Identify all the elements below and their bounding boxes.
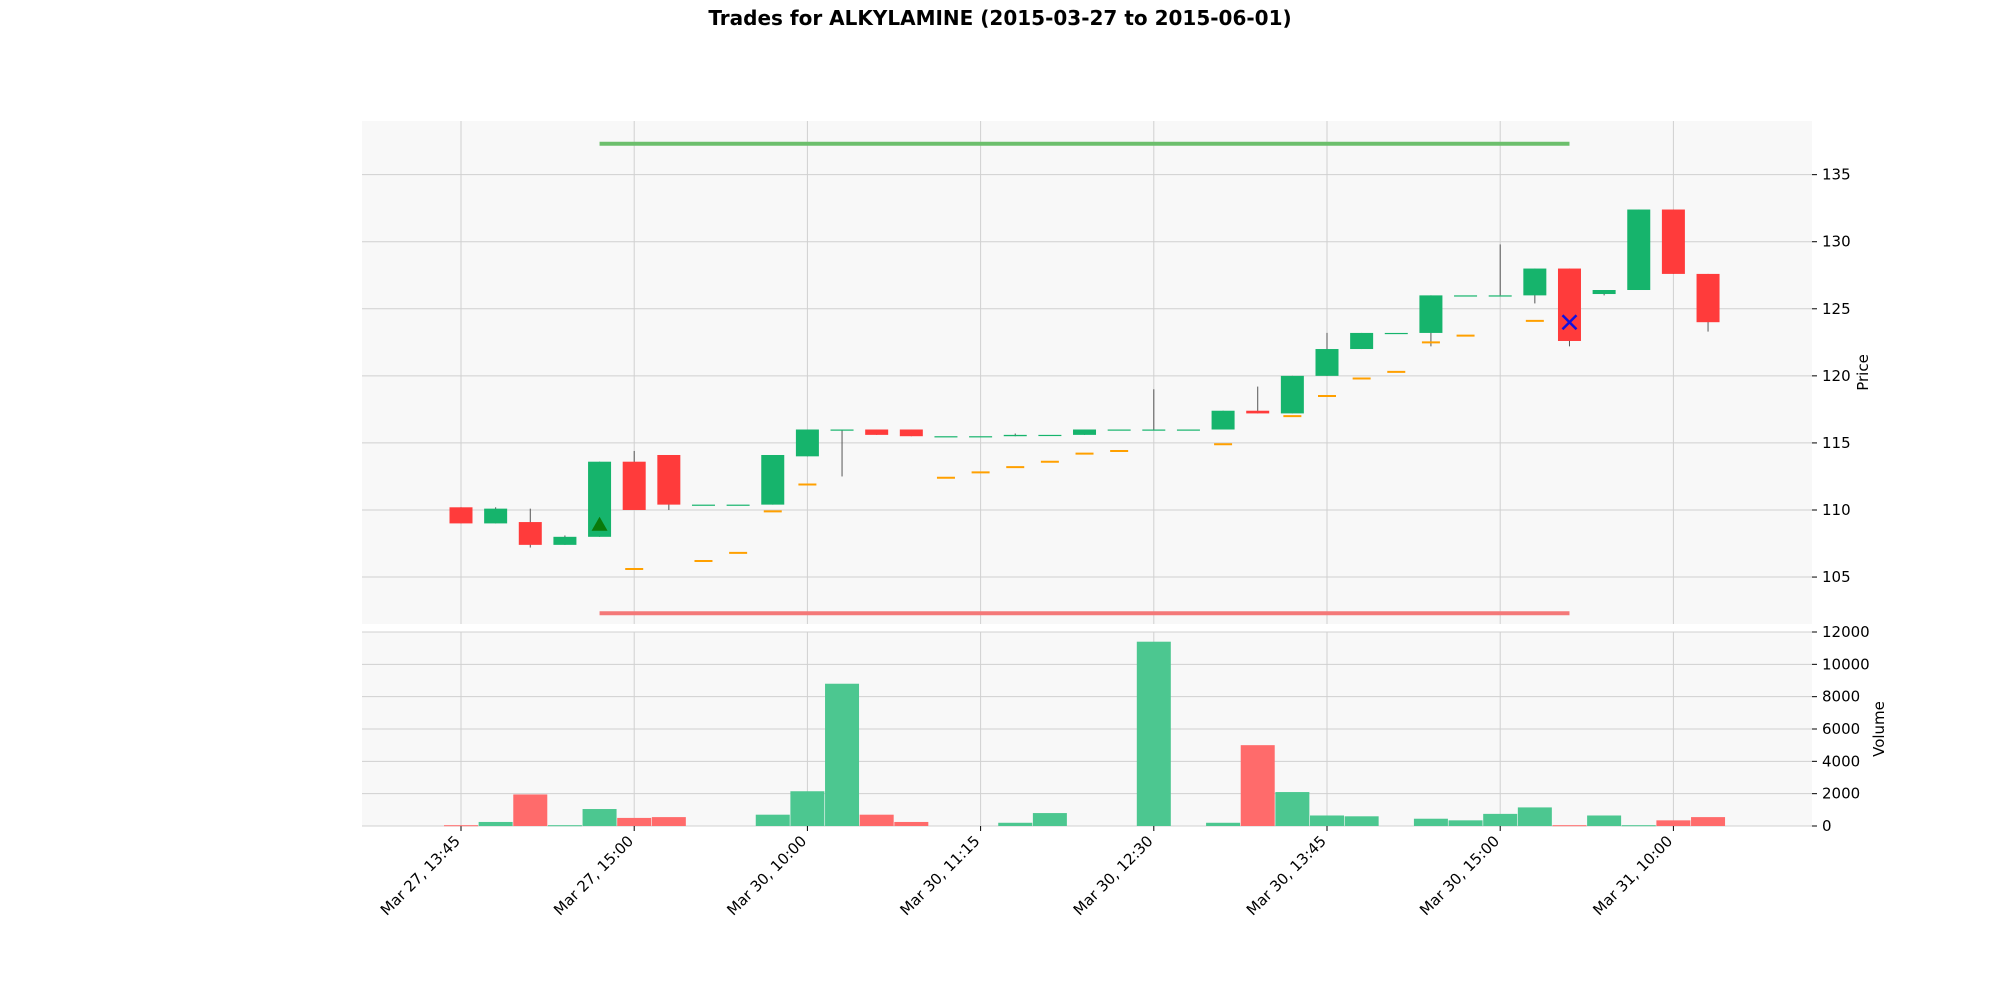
x-tick-label: Mar 27, 15:00 <box>550 832 637 919</box>
volume-bar <box>1310 815 1344 826</box>
candle-body-up <box>795 429 819 457</box>
candle-body-down <box>1661 209 1685 274</box>
candle-body-up <box>553 536 577 545</box>
volume-bar <box>651 817 686 826</box>
x-tick-label: Mar 30, 15:00 <box>1416 832 1503 919</box>
candle-body-down <box>449 507 473 524</box>
volume-bar <box>1656 820 1691 826</box>
volume-y-tick-label: 2000 <box>1822 785 1860 803</box>
exit-marker-stroke <box>1561 314 1578 331</box>
volume-bar <box>547 825 582 827</box>
candle-body-up <box>1280 375 1304 414</box>
candle-body-up <box>761 454 785 505</box>
candle-body-up <box>588 461 612 537</box>
x-tick-label: Mar 31, 10:00 <box>1589 832 1676 919</box>
candle-body-up <box>1176 429 1200 431</box>
candle-body-up <box>830 429 854 431</box>
candle-body-down <box>657 454 681 505</box>
price-axis-label: Price <box>1854 354 1872 391</box>
candle-body-up <box>969 436 993 438</box>
candle-body-up <box>1315 349 1339 376</box>
price-y-tick-label: 110 <box>1822 501 1851 519</box>
volume-bar <box>1136 641 1171 826</box>
volume-bar <box>1483 813 1518 826</box>
candle-body-down <box>899 429 923 437</box>
volume-y-tick-label: 0 <box>1822 817 1832 835</box>
volume-bar <box>1275 792 1310 826</box>
volume-bar <box>1621 825 1656 827</box>
candle-body-up <box>1211 410 1235 430</box>
x-tick-label: Mar 30, 12:30 <box>1070 832 1157 919</box>
price-panel-background <box>362 121 1812 624</box>
candle-body-up <box>1523 268 1547 296</box>
volume-axis-label: Volume <box>1870 701 1888 757</box>
x-tick-label: Mar 30, 10:00 <box>723 832 810 919</box>
volume-bar <box>790 791 825 826</box>
volume-bar <box>617 817 652 826</box>
volume-bar <box>825 683 860 826</box>
price-y-tick-label: 115 <box>1822 434 1851 452</box>
candle-body-down <box>518 522 542 545</box>
volume-bar <box>1448 820 1483 826</box>
volume-bar <box>1413 818 1448 826</box>
volume-bar <box>1206 822 1241 826</box>
volume-bar <box>755 814 790 826</box>
x-tick-label: Mar 30, 11:15 <box>897 832 984 919</box>
price-y-tick-label: 120 <box>1822 367 1851 385</box>
price-y-tick-label: 130 <box>1822 233 1851 251</box>
candle-body-up <box>1350 332 1374 350</box>
volume-bar <box>998 822 1033 826</box>
candle-body-up <box>1627 209 1651 291</box>
candle-body-up <box>484 508 508 524</box>
volume-y-tick-label: 10000 <box>1822 655 1870 673</box>
candle-body-down <box>1696 273 1720 323</box>
volume-bar <box>1552 825 1587 827</box>
candle-body-up <box>1038 434 1062 437</box>
chart-title: Trades for ALKYLAMINE (2015-03-27 to 201… <box>708 6 1292 30</box>
volume-y-tick-label: 12000 <box>1822 623 1870 641</box>
price-y-tick-label: 135 <box>1822 166 1851 184</box>
candle-body-up <box>1003 434 1027 437</box>
candle-body-up <box>726 504 750 506</box>
entry-marker <box>591 516 608 531</box>
candle-body-up <box>934 436 958 438</box>
volume-bar <box>478 821 513 826</box>
volume-bar <box>859 814 894 826</box>
volume-y-tick-label: 4000 <box>1822 752 1860 770</box>
volume-bar <box>894 821 929 826</box>
volume-y-tick-label: 8000 <box>1822 688 1860 706</box>
volume-bar <box>582 809 617 826</box>
candle-body-up <box>1384 332 1408 335</box>
price-y-tick-label: 105 <box>1822 568 1851 586</box>
candle-body-down <box>622 461 646 510</box>
volume-bar <box>1344 816 1379 826</box>
candle-body-down <box>1557 268 1581 341</box>
candle-body-up <box>691 504 715 506</box>
candle-body-up <box>1142 429 1166 431</box>
x-tick-label: Mar 30, 13:45 <box>1243 832 1330 919</box>
volume-bar <box>1517 807 1552 826</box>
candle-body-up <box>1073 429 1097 435</box>
volume-bar <box>1240 745 1275 826</box>
x-tick-label: Mar 27, 13:45 <box>377 832 464 919</box>
candle-body-down <box>1246 410 1270 414</box>
candle-body-up <box>1488 295 1512 297</box>
volume-bar <box>513 794 548 826</box>
candle-body-up <box>1592 290 1616 295</box>
candle-body-up <box>1107 429 1131 431</box>
candle-body-up <box>1419 295 1443 333</box>
volume-bar <box>1587 815 1622 826</box>
candle-body-down <box>865 429 889 435</box>
price-y-tick-label: 125 <box>1822 300 1851 318</box>
volume-bar <box>444 825 478 827</box>
volume-bar <box>1032 813 1067 826</box>
volume-y-tick-label: 6000 <box>1822 720 1860 738</box>
volume-bar <box>1691 817 1726 826</box>
candle-body-up <box>1454 295 1478 297</box>
exit-marker <box>1561 314 1578 331</box>
